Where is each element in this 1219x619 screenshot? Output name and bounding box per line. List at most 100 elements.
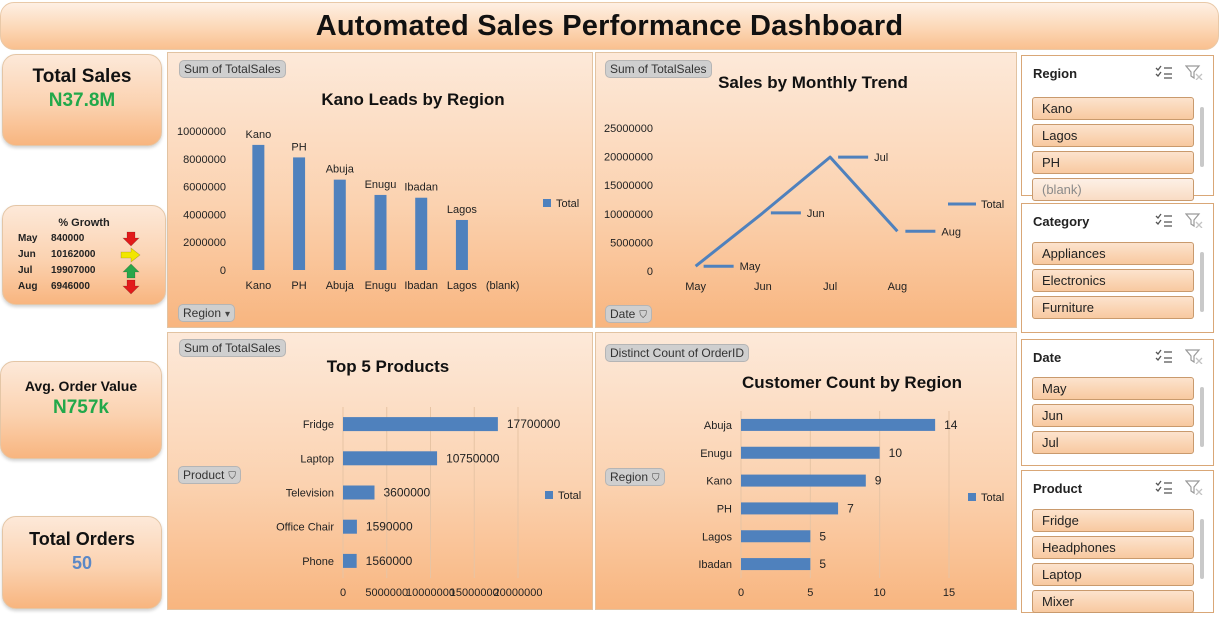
- filter-icon: ⛉: [652, 473, 660, 484]
- slicer-item-lagos[interactable]: Lagos: [1032, 124, 1194, 147]
- date-filter-button[interactable]: Date ⛉: [605, 305, 652, 323]
- x-tick-label: 0: [340, 587, 346, 599]
- data-label: Jul: [874, 152, 888, 164]
- bar-ph: [293, 157, 306, 270]
- slicer-item-mixer[interactable]: Mixer: [1032, 590, 1194, 613]
- y-tick-label: 6000000: [183, 182, 226, 194]
- multi-select-icon[interactable]: [1155, 348, 1173, 364]
- data-label: 3600000: [384, 486, 431, 500]
- data-label: 10: [889, 446, 903, 460]
- multi-select-icon[interactable]: [1155, 479, 1173, 495]
- data-label: Ibadan: [404, 182, 438, 194]
- growth-value: 10162000: [51, 249, 96, 260]
- bar-enugu: [374, 194, 387, 270]
- products-field-button[interactable]: Sum of TotalSales: [179, 339, 286, 357]
- legend-label: Total: [556, 198, 579, 210]
- slicer-scrollbar[interactable]: [1200, 387, 1204, 447]
- bar-abuja: [741, 418, 936, 431]
- dashboard-title-bar: Automated Sales Performance Dashboard: [0, 2, 1219, 50]
- series-line-total: [694, 155, 899, 268]
- filter-icon: ⛉: [639, 310, 647, 321]
- customers-chart-panel: Distinct Count of OrderID Customer Count…: [595, 332, 1017, 610]
- slicer-item-jul[interactable]: Jul: [1032, 431, 1194, 454]
- growth-row: Jul 19907000: [3, 263, 167, 281]
- bar-fridge: [343, 417, 498, 432]
- slicer-scrollbar[interactable]: [1200, 519, 1204, 579]
- customers-field-button[interactable]: Distinct Count of OrderID: [605, 344, 750, 362]
- slicer-item-electronics[interactable]: Electronics: [1032, 269, 1194, 292]
- slicer-item-fridge[interactable]: Fridge: [1032, 509, 1194, 532]
- y-tick-label: Lagos: [702, 531, 732, 543]
- bar-television: [343, 485, 375, 500]
- x-tick-label: Enugu: [365, 280, 397, 292]
- growth-row: Aug 6946000: [3, 279, 167, 297]
- slicer-item-jun[interactable]: Jun: [1032, 404, 1194, 427]
- slicer-item-kano[interactable]: Kano: [1032, 97, 1194, 120]
- bar-ibadan: [741, 558, 811, 571]
- slicer-scrollbar[interactable]: [1200, 252, 1204, 312]
- region-field-button[interactable]: Sum of TotalSales: [179, 60, 286, 78]
- slicer-item-ph[interactable]: PH: [1032, 151, 1194, 174]
- products-chart-title: Top 5 Products: [326, 357, 450, 376]
- clear-filter-icon[interactable]: [1185, 64, 1203, 80]
- customer-region-filter-button[interactable]: Region ⛉: [605, 468, 665, 486]
- total-sales-value: N37.8M: [48, 90, 116, 111]
- region-filter-button[interactable]: Region ▾: [178, 304, 236, 322]
- clear-filter-icon[interactable]: [1185, 348, 1203, 364]
- avg-order-card: Avg. Order Value N757k: [0, 361, 162, 459]
- data-label: May: [740, 261, 761, 273]
- slicer-toolbar: [1155, 348, 1203, 364]
- growth-row: Jun 10162000: [3, 247, 167, 265]
- filter-icon: ⛉: [228, 471, 236, 482]
- slicer-product: Product Fridge Headphones Laptop Mixer: [1021, 470, 1214, 613]
- legend-swatch: [543, 199, 551, 207]
- x-tick-label: (blank): [486, 280, 520, 292]
- slicer-item-blank[interactable]: (blank): [1032, 178, 1194, 201]
- data-label: 1560000: [366, 554, 413, 568]
- x-tick-label: 20000000: [494, 587, 543, 599]
- y-tick-label: 0: [220, 265, 226, 277]
- total-orders-card: Total Orders 50: [2, 516, 162, 609]
- slicer-item-appliances[interactable]: Appliances: [1032, 242, 1194, 265]
- region-chart-title: Kano Leads by Region: [321, 90, 505, 109]
- dashboard-title: Automated Sales Performance Dashboard: [315, 9, 904, 42]
- monthly-chart-title: Sales by Monthly Trend: [718, 73, 908, 92]
- y-tick-label: 0: [647, 266, 653, 278]
- data-label: 9: [875, 474, 882, 488]
- up-arrow-icon: [122, 263, 140, 279]
- x-tick-label: Abuja: [326, 280, 355, 292]
- multi-select-icon[interactable]: [1155, 212, 1173, 228]
- data-label: PH: [291, 141, 306, 153]
- x-tick-label: 10: [874, 587, 886, 599]
- slicer-item-furniture[interactable]: Furniture: [1032, 296, 1194, 319]
- product-filter-label: Product: [183, 468, 225, 482]
- clear-filter-icon[interactable]: [1185, 212, 1203, 228]
- y-tick-label: Laptop: [300, 453, 334, 465]
- avg-order-value: N757k: [53, 397, 109, 418]
- multi-select-icon[interactable]: [1155, 64, 1173, 80]
- y-tick-label: 10000000: [177, 126, 226, 138]
- slicer-date: Date May Jun Jul: [1021, 339, 1214, 466]
- slicer-item-laptop[interactable]: Laptop: [1032, 563, 1194, 586]
- product-filter-button[interactable]: Product ⛉: [178, 466, 241, 484]
- legend-swatch: [545, 491, 553, 499]
- slicer-item-headphones[interactable]: Headphones: [1032, 536, 1194, 559]
- y-tick-label: 15000000: [604, 180, 653, 192]
- bar-office-chair: [343, 519, 357, 534]
- total-orders-value: 50: [71, 553, 93, 573]
- arrow-shape: [120, 247, 141, 263]
- slicer-item-may[interactable]: May: [1032, 377, 1194, 400]
- bar-lagos: [455, 219, 468, 270]
- y-tick-label: Kano: [706, 476, 732, 488]
- monthly-line-chart: 0 5000000 10000000 15000000 20000000 25000000…: [604, 123, 1004, 293]
- slicer-region: Region Kano Lagos PH (blank): [1021, 55, 1214, 201]
- clear-filter-icon[interactable]: [1185, 479, 1203, 495]
- slicer-scrollbar[interactable]: [1200, 107, 1204, 167]
- data-label: 1590000: [366, 520, 413, 534]
- total-sales-card: Total Sales N37.8M: [2, 54, 162, 146]
- region-bar-chart: 0 2000000 4000000 6000000 8000000 10000000 Kan…: [177, 126, 579, 292]
- y-tick-label: 5000000: [610, 237, 653, 249]
- growth-month: Jul: [18, 265, 33, 276]
- monthly-field-button[interactable]: Sum of TotalSales: [605, 60, 712, 78]
